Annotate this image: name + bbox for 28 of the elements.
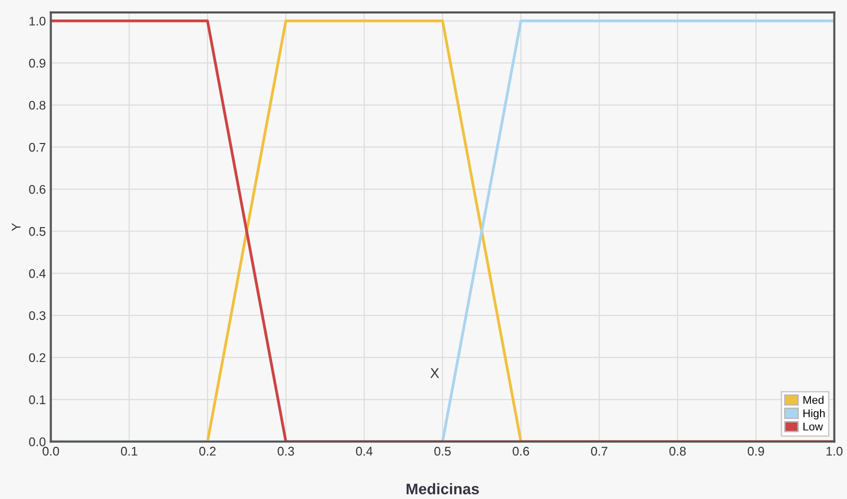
y-tick-label: 1.0 [30,16,46,26]
y-tick-label: 0.6 [29,184,46,194]
x-tick-label: 0.9 [748,446,764,456]
x-tick-label: 0.4 [356,446,373,456]
y-tick-label: 0.1 [29,395,46,404]
y-tick-label: 0.3 [29,311,46,320]
x-tick-label: 0.8 [669,446,686,456]
x-axis-title: Medicinas [406,483,479,494]
x-tick-label: 0.3 [278,446,294,456]
x-tick-label: 0.6 [512,446,530,456]
x-tick-label: 0.1 [120,446,138,456]
y-axis-title: Y [12,223,20,231]
legend-label: Low [803,422,823,431]
annotation: X [430,368,440,378]
y-tick-label: 0.9 [29,58,46,68]
legend-label: High [803,409,825,420]
y-tick-label: 0.5 [29,227,46,236]
x-tick-label: 0.0 [42,446,60,456]
y-tick-label: 0.0 [29,437,46,446]
x-tick-label: 0.5 [434,446,451,456]
legend-label: Med [803,396,824,404]
y-tick-label: 0.8 [29,100,46,110]
y-tick-label: 0.4 [29,269,46,278]
y-tick-label: 0.7 [29,142,46,152]
y-tick-label: 0.2 [29,353,46,362]
x-tick-label: 1.0 [826,446,842,456]
x-tick-label: 0.7 [591,446,608,456]
x-tick-label: 0.2 [199,446,216,456]
